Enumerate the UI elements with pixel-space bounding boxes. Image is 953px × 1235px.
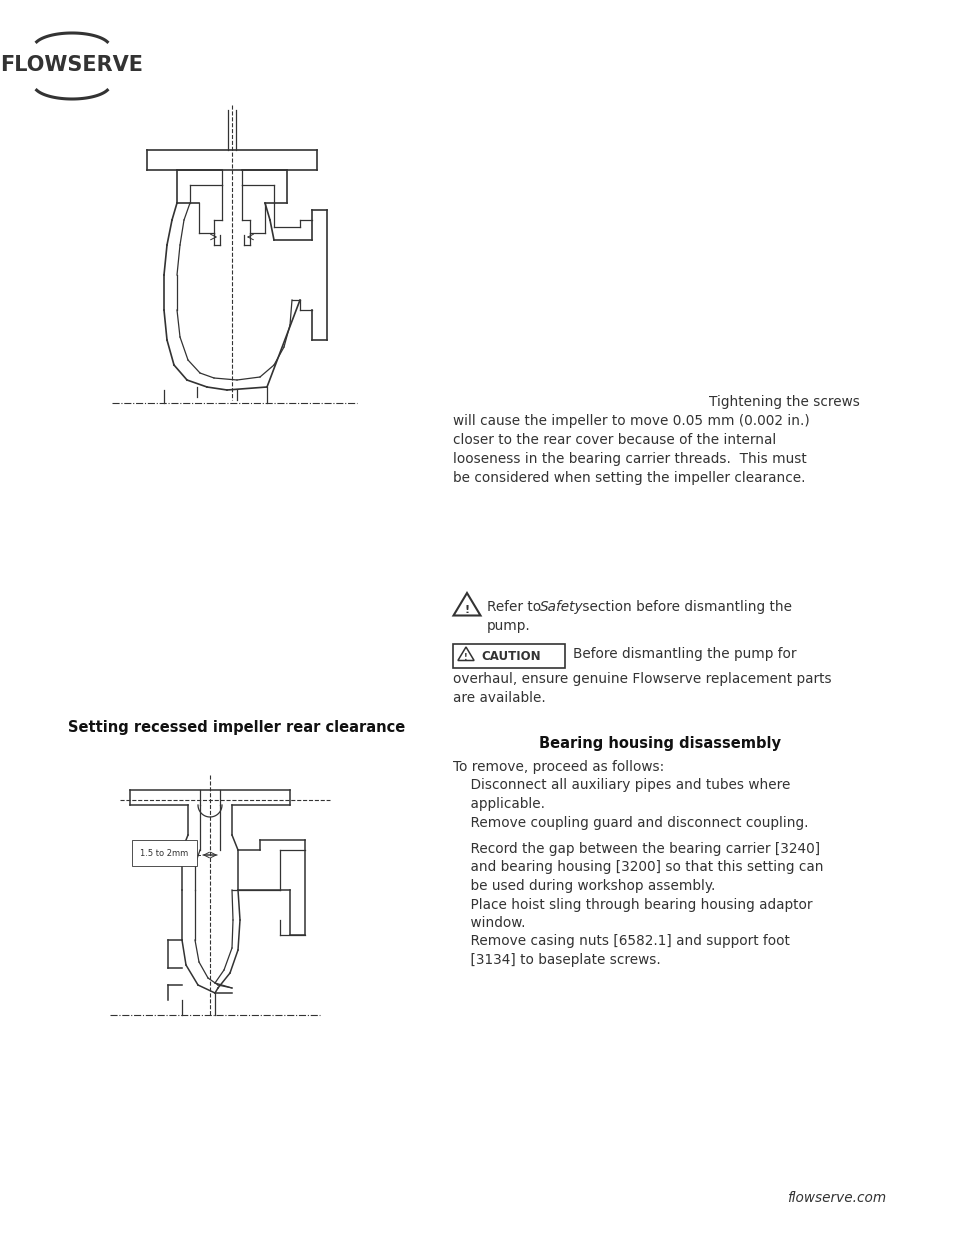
Text: Remove casing nuts [6582.1] and support foot: Remove casing nuts [6582.1] and support … — [453, 935, 789, 948]
Text: applicable.: applicable. — [453, 797, 544, 811]
Text: looseness in the bearing carrier threads.  This must: looseness in the bearing carrier threads… — [453, 452, 806, 466]
Text: FLOWSERVE: FLOWSERVE — [1, 56, 143, 75]
Text: be considered when setting the impeller clearance.: be considered when setting the impeller … — [453, 471, 804, 485]
FancyBboxPatch shape — [453, 643, 564, 668]
Text: will cause the impeller to move 0.05 mm (0.002 in.): will cause the impeller to move 0.05 mm … — [453, 414, 809, 429]
Text: Setting recessed impeller rear clearance: Setting recessed impeller rear clearance — [68, 720, 405, 735]
Text: !: ! — [464, 652, 467, 662]
Text: Tightening the screws: Tightening the screws — [708, 395, 859, 409]
Text: [3134] to baseplate screws.: [3134] to baseplate screws. — [453, 953, 660, 967]
Text: be used during workshop assembly.: be used during workshop assembly. — [453, 879, 715, 893]
Text: Place hoist sling through bearing housing adaptor: Place hoist sling through bearing housin… — [453, 898, 812, 911]
Text: are available.: are available. — [453, 692, 545, 705]
Text: CAUTION: CAUTION — [480, 650, 540, 663]
Text: 1.5 to 2mm: 1.5 to 2mm — [140, 848, 188, 857]
Text: closer to the rear cover because of the internal: closer to the rear cover because of the … — [453, 433, 776, 447]
Text: section before dismantling the: section before dismantling the — [578, 600, 791, 614]
Text: window.: window. — [453, 916, 525, 930]
Text: overhaul, ensure genuine Flowserve replacement parts: overhaul, ensure genuine Flowserve repla… — [453, 672, 831, 685]
Text: !: ! — [464, 605, 469, 615]
Text: pump.: pump. — [486, 619, 530, 634]
Text: Disconnect all auxiliary pipes and tubes where: Disconnect all auxiliary pipes and tubes… — [453, 778, 789, 793]
Text: Safety: Safety — [539, 600, 583, 614]
Text: Record the gap between the bearing carrier [3240]: Record the gap between the bearing carri… — [453, 842, 820, 856]
Text: To remove, proceed as follows:: To remove, proceed as follows: — [453, 760, 663, 774]
Text: Remove coupling guard and disconnect coupling.: Remove coupling guard and disconnect cou… — [453, 815, 807, 830]
Text: Bearing housing disassembly: Bearing housing disassembly — [538, 736, 781, 751]
Text: Refer to: Refer to — [486, 600, 545, 614]
Text: and bearing housing [3200] so that this setting can: and bearing housing [3200] so that this … — [453, 861, 822, 874]
Text: Before dismantling the pump for: Before dismantling the pump for — [573, 647, 796, 661]
Text: flowserve.com: flowserve.com — [786, 1191, 885, 1205]
